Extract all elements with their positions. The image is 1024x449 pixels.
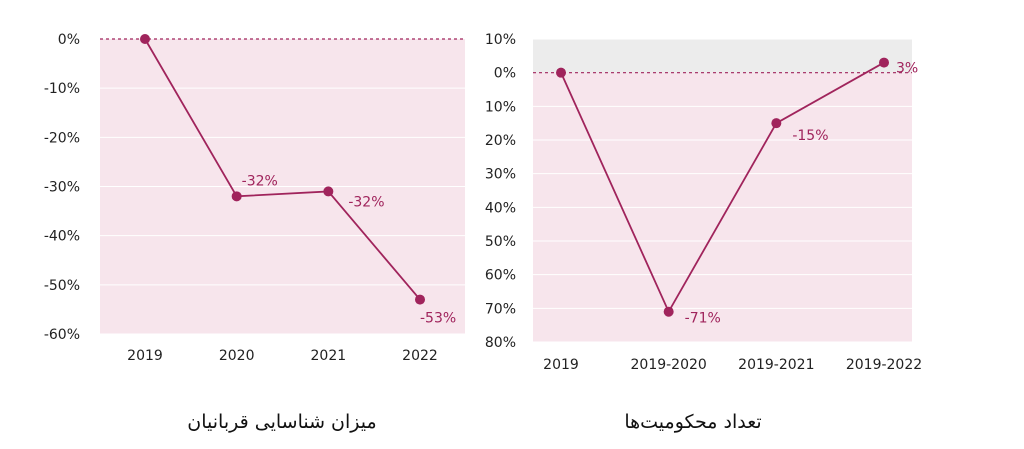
data-label: -32% xyxy=(242,173,278,189)
series-line xyxy=(144,38,421,301)
data-point xyxy=(140,34,150,44)
x-tick-label: 2020 xyxy=(219,348,255,364)
x-tick-label: 2019-2020 xyxy=(631,357,707,373)
y-tick-label: -60% xyxy=(44,327,80,343)
y-tick-label: 40% xyxy=(485,200,516,216)
x-tick-label: 2019-2022 xyxy=(846,357,922,373)
y-tick-label: 0% xyxy=(58,32,80,48)
chart-convictions: 10% 0% 10% 20% 30% 40% 50% 60% 70% 80% 2019 2019-20… xyxy=(485,32,922,373)
y-tick-label: 0% xyxy=(494,66,516,82)
data-point xyxy=(415,294,425,305)
x-tick-label: 2022 xyxy=(402,348,438,364)
y-tick-label: -50% xyxy=(44,278,80,294)
data-label: -53% xyxy=(420,311,456,327)
y-tick-label: -40% xyxy=(44,229,80,245)
data-point xyxy=(323,186,334,197)
positive-band xyxy=(533,39,912,73)
x-tick-label: 2019-2021 xyxy=(738,357,814,373)
data-label: -15% xyxy=(792,128,828,144)
plot-area xyxy=(533,39,912,342)
chart-victim-identification: 0% -10% -20% -30% -40% -50% -60% 2019 2020 2021 20… xyxy=(44,32,465,364)
data-label: -71% xyxy=(685,311,721,327)
y-tick-label: 70% xyxy=(485,301,516,317)
x-tick-label: 2019 xyxy=(127,348,163,364)
y-tick-label: 10% xyxy=(485,32,516,48)
series-line xyxy=(560,61,885,314)
data-label: -32% xyxy=(348,194,384,210)
data-point xyxy=(879,57,889,68)
y-tick-label: 30% xyxy=(485,167,516,183)
y-tick-label: -10% xyxy=(44,81,80,97)
data-point xyxy=(556,67,566,78)
y-tick-label: -30% xyxy=(44,180,80,196)
caption-convictions: تعداد محکومیت‌ها xyxy=(624,411,761,433)
data-label: 3% xyxy=(896,61,918,77)
y-tick-label: 60% xyxy=(485,268,516,284)
data-point xyxy=(231,191,242,202)
data-point xyxy=(771,118,782,129)
y-tick-label: -20% xyxy=(44,130,80,146)
y-tick-label: 10% xyxy=(485,99,516,115)
data-point xyxy=(663,306,674,317)
x-tick-label: 2021 xyxy=(311,348,347,364)
y-tick-label: 50% xyxy=(485,234,516,250)
x-tick-label: 2019 xyxy=(543,357,579,373)
y-tick-label: 80% xyxy=(485,335,516,351)
caption-victim-identification: میزان شناسایی قربانیان xyxy=(187,411,376,433)
y-tick-label: 20% xyxy=(485,133,516,149)
